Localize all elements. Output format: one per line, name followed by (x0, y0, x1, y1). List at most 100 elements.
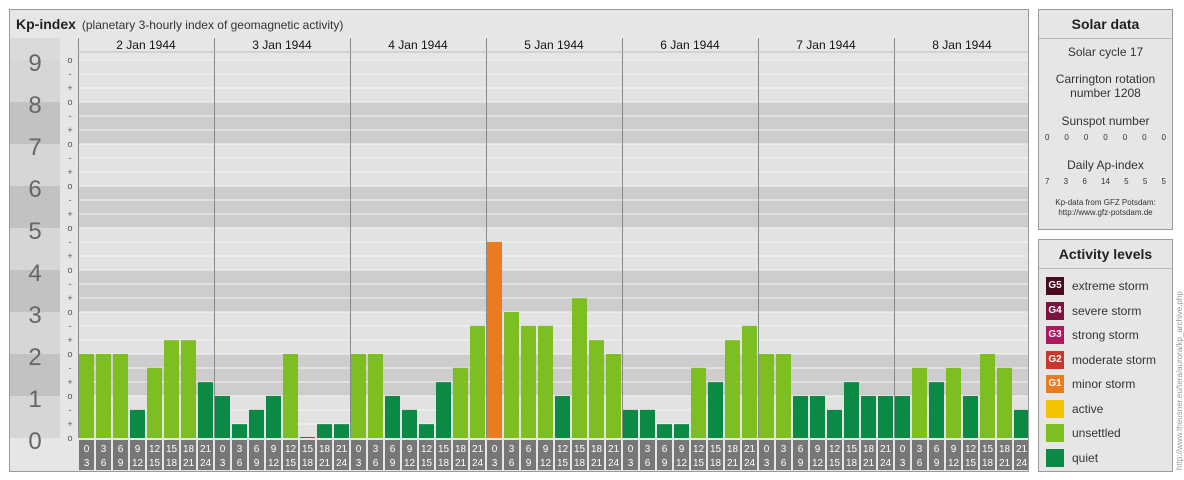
interval-box (402, 440, 417, 470)
sunspot-value: 0 (1045, 133, 1050, 142)
interval-box (674, 440, 689, 470)
y-label-band (10, 396, 60, 438)
interval-box (691, 440, 706, 470)
interval-box (232, 440, 247, 470)
activity-level-label: moderate storm (1072, 352, 1157, 367)
interval-end-label: 21 (183, 458, 195, 469)
kp-bar (538, 325, 553, 438)
interval-end-label: 15 (693, 458, 705, 469)
ap-index-label: Daily Ap-index (1067, 158, 1144, 172)
interval-end-label: 6 (373, 458, 379, 469)
interval-end-label: 12 (948, 458, 960, 469)
activity-levels-title: Activity levels (1039, 240, 1172, 269)
source-link[interactable]: http://www.gfz-potsdam.de (1058, 208, 1153, 217)
y-minor-tick-label: o (67, 433, 72, 443)
interval-end-label: 15 (149, 458, 161, 469)
interval-box (147, 440, 162, 470)
activity-level-item: unsettled (1046, 423, 1121, 443)
sunspot-value: 0 (1103, 133, 1108, 142)
interval-start-label: 18 (863, 444, 875, 455)
y-label-band (10, 60, 60, 102)
interval-end-label: 6 (781, 458, 787, 469)
interval-start-label: 21 (200, 444, 212, 455)
kp-bar (181, 340, 196, 438)
interval-end-label: 24 (880, 458, 892, 469)
sunspot-value: 0 (1161, 133, 1166, 142)
interval-start-label: 18 (727, 444, 739, 455)
kp-bar (1014, 409, 1028, 438)
interval-start-label: 3 (509, 444, 515, 455)
interval-end-label: 18 (710, 458, 722, 469)
interval-box (572, 440, 587, 470)
kp-bar (742, 325, 757, 438)
activity-level-item: G3 strong storm (1046, 325, 1139, 345)
kp-bar (589, 340, 604, 438)
kp-bar (232, 424, 247, 438)
activity-level-swatch (1046, 448, 1064, 467)
y-minor-tick-label: - (69, 111, 72, 121)
interval-end-label: 9 (526, 458, 532, 469)
interval-end-label: 9 (118, 458, 124, 469)
interval-start-label: 21 (880, 444, 892, 455)
interval-end-label: 21 (863, 458, 875, 469)
interval-start-label: 15 (574, 444, 586, 455)
activity-level-item: G5 extreme storm (1046, 276, 1149, 296)
kp-bar (504, 312, 519, 438)
interval-end-label: 3 (356, 458, 362, 469)
watermark-url: http://www.theusner.eu/tera/aurora/kp_ar… (1175, 291, 1184, 470)
interval-end-label: 6 (101, 458, 107, 469)
interval-start-label: 21 (336, 444, 348, 455)
interval-end-label: 6 (645, 458, 651, 469)
y-minor-tick-label: o (67, 55, 72, 65)
interval-end-label: 3 (492, 458, 498, 469)
kp-band (78, 60, 1028, 102)
y-minor-tick-label: - (69, 195, 72, 205)
interval-box (79, 440, 94, 470)
activity-level-label: unsettled (1072, 426, 1121, 440)
interval-box (997, 440, 1012, 470)
ap-index-values: 7 3 6 14 5 5 5 (1039, 177, 1172, 186)
y-minor-tick-label: + (67, 293, 72, 303)
sunspot-label: Sunspot number (1061, 114, 1150, 128)
kp-bar (708, 382, 723, 438)
interval-box (436, 440, 451, 470)
interval-box (283, 440, 298, 470)
interval-end-label: 15 (285, 458, 297, 469)
interval-start-label: 0 (492, 444, 498, 455)
interval-end-label: 15 (421, 458, 433, 469)
interval-start-label: 18 (591, 444, 603, 455)
day-label: 4 Jan 1944 (388, 38, 448, 52)
interval-end-label: 6 (917, 458, 923, 469)
y-tick-label: 9 (28, 50, 41, 77)
kp-bar (606, 354, 621, 438)
interval-start-label: 12 (557, 444, 569, 455)
interval-start-label: 9 (407, 444, 413, 455)
y-tick-label: 2 (28, 344, 41, 371)
y-minor-tick-label: - (69, 153, 72, 163)
interval-end-label: 24 (336, 458, 348, 469)
interval-start-label: 9 (543, 444, 549, 455)
interval-box (249, 440, 264, 470)
interval-end-label: 18 (574, 458, 586, 469)
kp-bar (674, 424, 689, 438)
activity-level-swatch: G3 (1046, 326, 1064, 344)
day-label: 2 Jan 1944 (116, 38, 176, 52)
interval-end-label: 21 (455, 458, 467, 469)
interval-start-label: 9 (679, 444, 685, 455)
kp-bar (147, 367, 162, 438)
interval-box (470, 440, 485, 470)
kp-bar (368, 354, 383, 438)
interval-end-label: 24 (1016, 458, 1028, 469)
chart-title-text: Kp-index (16, 16, 76, 32)
interval-end-label: 15 (829, 458, 841, 469)
interval-end-label: 3 (764, 458, 770, 469)
activity-level-label: quiet (1072, 450, 1099, 465)
sunspot-value: 0 (1122, 133, 1128, 142)
kp-bar (300, 437, 315, 438)
activity-level-item: G1 minor storm (1046, 374, 1135, 394)
kp-bar (725, 340, 740, 438)
activity-level-item: G4 severe storm (1046, 301, 1141, 321)
interval-end-label: 12 (676, 458, 688, 469)
kp-band (78, 270, 1028, 312)
kp-bar (453, 367, 468, 438)
